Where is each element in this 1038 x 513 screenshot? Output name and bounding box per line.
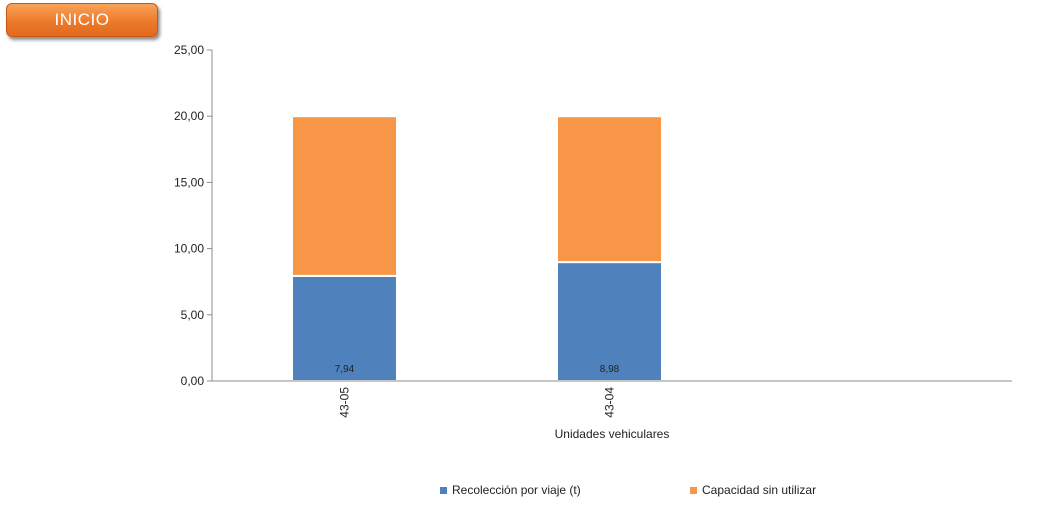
legend-label-recoleccion: Recolección por viaje (t) <box>452 483 581 497</box>
bar-recoleccion-43-05 <box>291 274 398 382</box>
y-tick-label: 20,00 <box>174 109 204 123</box>
y-tick-label: 25,00 <box>174 43 204 57</box>
data-label: 7,94 <box>335 364 355 375</box>
bars: 7,94 8,98 <box>291 115 663 382</box>
inicio-button[interactable]: INICIO <box>6 3 158 37</box>
data-label: 8,98 <box>600 364 620 375</box>
legend-swatch-capacidad <box>690 486 697 494</box>
y-axis: 0,00 5,00 10,00 15,00 20,00 25,00 <box>174 43 213 388</box>
x-tick-label: 43-05 <box>338 387 352 418</box>
x-axis-title: Unidades vehiculares <box>555 427 670 441</box>
x-tick-label: 43-04 <box>603 387 617 418</box>
legend-item-recoleccion: Recolección por viaje (t) <box>440 483 581 497</box>
legend-item-capacidad: Capacidad sin utilizar <box>690 483 816 497</box>
x-axis: 43-05 43-04 <box>212 380 1012 418</box>
bar-capacidad-43-05 <box>291 115 398 277</box>
legend-label-capacidad: Capacidad sin utilizar <box>702 483 817 497</box>
y-tick-label: 10,00 <box>174 242 204 256</box>
y-tick-label: 15,00 <box>174 175 204 189</box>
bar-capacidad-43-04 <box>556 115 663 264</box>
y-tick-label: 0,00 <box>181 374 205 388</box>
legend-swatch-recoleccion <box>440 486 447 494</box>
y-tick-label: 5,00 <box>181 308 205 322</box>
